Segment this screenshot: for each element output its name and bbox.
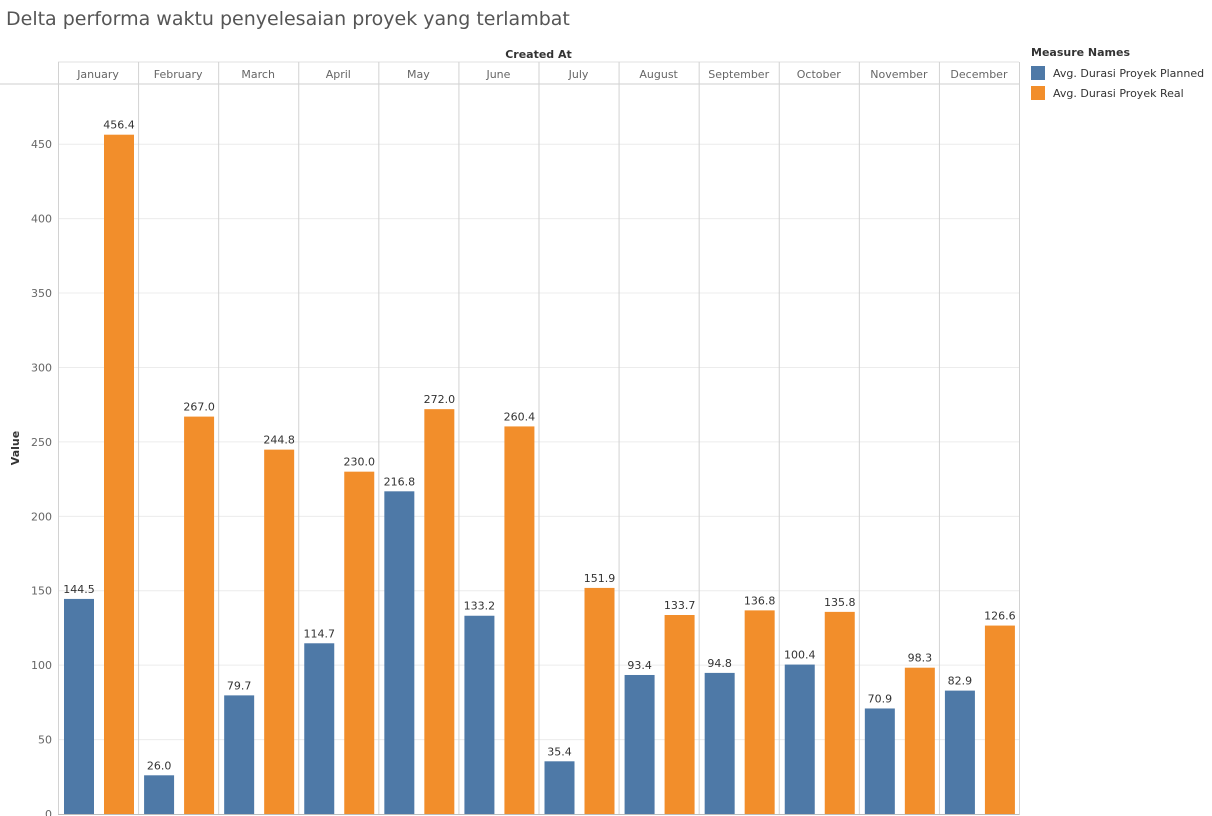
data-label: 456.4 [103,119,135,132]
data-label: 70.9 [868,692,893,705]
bar-real [104,134,134,815]
y-tick-label: 350 [31,287,52,300]
data-label: 267.0 [183,401,215,414]
legend-title: Measure Names [1031,46,1131,59]
category-label: November [870,68,928,81]
bar-real [584,587,615,814]
bar-real [344,471,375,814]
bar-planned [864,708,895,814]
data-label: 151.9 [584,572,616,585]
data-label: 98.3 [908,652,933,665]
data-label: 79.7 [227,679,252,692]
data-label: 126.6 [984,610,1016,623]
data-label: 244.8 [263,434,295,447]
y-tick-label: 400 [31,213,52,226]
legend-item-planned[interactable]: Avg. Durasi Proyek Planned [1031,63,1204,83]
y-tick-label: 250 [31,436,52,449]
category-label: August [639,68,678,81]
data-label: 82.9 [948,675,973,688]
y-tick-label: 50 [38,734,52,747]
data-label: 260.4 [504,410,536,423]
y-tick-label: 0 [45,808,52,816]
category-label: January [76,68,119,81]
bar-real [904,667,935,814]
bar-planned [224,695,255,814]
bar-real [184,416,215,814]
legend-swatch-real [1031,86,1045,100]
data-label: 216.8 [384,475,416,488]
legend-swatch-planned [1031,66,1045,80]
y-tick-label: 450 [31,138,52,151]
data-label: 93.4 [627,659,652,672]
category-label: December [950,68,1008,81]
chart-title: Delta performa waktu penyelesaian proyek… [6,8,570,30]
bar-real [984,625,1015,814]
bar-planned [944,690,975,814]
category-label: February [154,68,203,81]
data-label: 135.8 [824,596,856,609]
bar-planned [704,672,735,814]
data-label: 94.8 [707,657,732,670]
y-axis-label: Value [9,431,22,465]
category-label: July [568,68,589,81]
data-label: 133.2 [464,600,496,613]
data-label: 144.5 [63,583,95,596]
bar-real [504,426,535,814]
category-label: September [708,68,769,81]
category-label: June [485,68,510,81]
data-label: 100.4 [784,649,816,662]
data-label: 26.0 [147,759,172,772]
y-tick-label: 300 [31,361,52,374]
bar-planned [544,761,575,814]
bar-real [744,610,775,814]
bar-planned [464,615,495,814]
bar-real [824,611,855,814]
category-label: March [241,68,275,81]
bar-planned [384,491,415,814]
bar-planned [144,775,175,814]
category-label: October [797,68,841,81]
bar-planned [304,643,335,814]
category-label: May [407,68,430,81]
y-tick-label: 150 [31,585,52,598]
data-label: 133.7 [664,599,696,612]
bar-planned [784,664,815,814]
data-label: 230.0 [344,456,376,469]
legend: Measure Names Avg. Durasi Proyek Planned… [1031,46,1204,103]
data-label: 35.4 [547,745,572,758]
bar-real [264,449,295,814]
legend-item-real[interactable]: Avg. Durasi Proyek Real [1031,83,1204,103]
y-tick-label: 100 [31,659,52,672]
y-tick-label: 200 [31,510,52,523]
legend-label-real: Avg. Durasi Proyek Real [1053,86,1184,100]
bar-real [664,615,695,814]
bar-planned [624,674,655,814]
category-label: April [326,68,351,81]
data-label: 114.7 [304,627,336,640]
bar-planned [64,598,94,814]
data-label: 272.0 [424,393,456,406]
bar-real [424,409,455,814]
legend-label-planned: Avg. Durasi Proyek Planned [1053,66,1205,80]
column-header-title: Created At [505,48,572,61]
data-label: 136.8 [744,594,776,607]
